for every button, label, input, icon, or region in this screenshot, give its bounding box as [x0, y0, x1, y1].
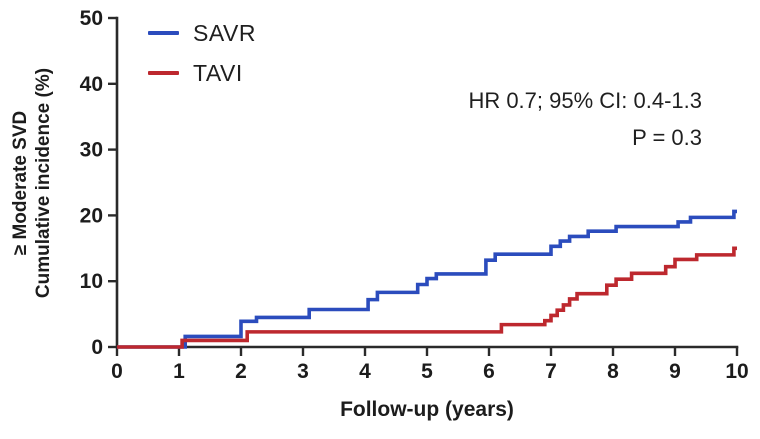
x-tick-label: 1	[173, 360, 185, 383]
y-tick-label: 30	[80, 139, 103, 162]
x-tick-label: 3	[297, 360, 309, 383]
y-tick-label: 50	[80, 7, 103, 30]
x-tick-label: 10	[725, 360, 748, 383]
y-tick-label: 40	[80, 73, 103, 96]
y-tick-label: 10	[80, 270, 103, 293]
legend-label-tavi: TAVI	[193, 59, 243, 86]
x-tick-label: 8	[607, 360, 619, 383]
y-axis-label-line1: ≥ Moderate SVD	[10, 110, 31, 256]
legend: SAVR TAVI	[148, 13, 256, 93]
p-value-text: P = 0.3	[632, 125, 702, 150]
x-tick-label: 2	[235, 360, 247, 383]
x-tick-label: 9	[669, 360, 681, 383]
legend-item-savr: SAVR	[148, 13, 256, 53]
x-tick-label: 7	[545, 360, 557, 383]
y-tick-label: 20	[80, 204, 103, 227]
tavi-curve	[117, 246, 737, 349]
legend-label-savr: SAVR	[193, 19, 256, 46]
savr-line-swatch	[148, 31, 179, 35]
y-axis-label-line2: Cumulative incidence (%)	[33, 67, 54, 299]
x-tick-label: 5	[421, 360, 433, 383]
y-tick-label: 0	[91, 336, 103, 359]
tavi-line-swatch	[148, 71, 179, 75]
x-tick-label: 4	[359, 360, 371, 383]
y-axis-label: ≥ Moderate SVD Cumulative incidence (%)	[9, 18, 55, 348]
x-tick-label: 6	[483, 360, 495, 383]
x-tick-label: 0	[111, 360, 123, 383]
x-axis-label: Follow-up (years)	[340, 398, 514, 421]
legend-item-tavi: TAVI	[148, 53, 256, 93]
statistics-annotation: HR 0.7; 95% CI: 0.4-1.3 P = 0.3	[468, 82, 702, 156]
hazard-ratio-text: HR 0.7; 95% CI: 0.4-1.3	[468, 88, 702, 113]
savr-curve	[117, 209, 737, 349]
